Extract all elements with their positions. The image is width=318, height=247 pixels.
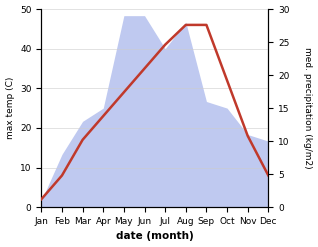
Y-axis label: med. precipitation (kg/m2): med. precipitation (kg/m2) [303,47,313,169]
Y-axis label: max temp (C): max temp (C) [5,77,15,139]
X-axis label: date (month): date (month) [116,231,194,242]
